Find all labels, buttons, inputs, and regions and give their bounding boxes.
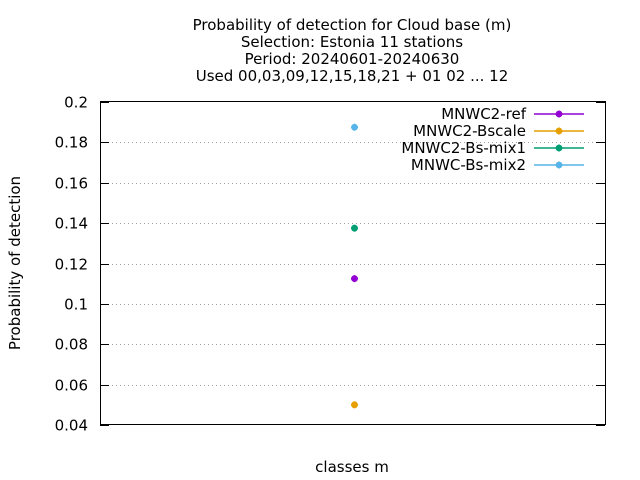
legend-label: MNWC-Bs-mix2 xyxy=(411,156,526,174)
y-tick-label: 0.16 xyxy=(55,175,88,193)
y-tick-label: 0.2 xyxy=(64,94,88,112)
legend-label: MNWC2-ref xyxy=(441,105,526,123)
chart-title: Probability of detection for Cloud base … xyxy=(193,16,512,85)
y-tick-label: 0.12 xyxy=(55,256,88,274)
legend-label: MNWC2-Bs-mix1 xyxy=(401,139,526,157)
y-tick-label: 0.1 xyxy=(64,296,88,314)
x-axis-label: classes m xyxy=(315,458,389,476)
title-line: Period: 20240601-20240630 xyxy=(245,50,460,68)
y-tick-label: 0.06 xyxy=(55,377,88,395)
y-axis: 0.04 0.06 0.08 0.1 0.12 0.14 0.16 0.18 0.2 xyxy=(55,94,605,435)
data-point xyxy=(351,275,358,283)
title-line: Probability of detection for Cloud base … xyxy=(193,16,512,34)
data-point xyxy=(351,123,358,131)
y-axis-label: Probability of detection xyxy=(6,176,24,350)
legend: MNWC2-refMNWC2-BscaleMNWC2-Bs-mix1MNWC-B… xyxy=(401,105,584,174)
data-point xyxy=(351,401,358,409)
data-points xyxy=(351,123,358,409)
data-point xyxy=(351,224,358,232)
y-tick-label: 0.14 xyxy=(55,215,88,233)
legend-marker xyxy=(555,144,563,152)
y-tick-label: 0.08 xyxy=(55,336,88,354)
legend-marker xyxy=(555,161,563,169)
title-line: Selection: Estonia 11 stations xyxy=(241,33,463,51)
y-tick-label: 0.18 xyxy=(55,134,88,152)
y-tick-label: 0.04 xyxy=(55,417,88,435)
grid-lines xyxy=(100,142,605,386)
legend-marker xyxy=(555,127,563,135)
title-line: Used 00,03,09,12,15,18,21 + 01 02 ... 12 xyxy=(196,67,509,85)
legend-label: MNWC2-Bscale xyxy=(413,122,526,140)
plot-frame xyxy=(100,101,606,425)
legend-marker xyxy=(555,110,563,118)
